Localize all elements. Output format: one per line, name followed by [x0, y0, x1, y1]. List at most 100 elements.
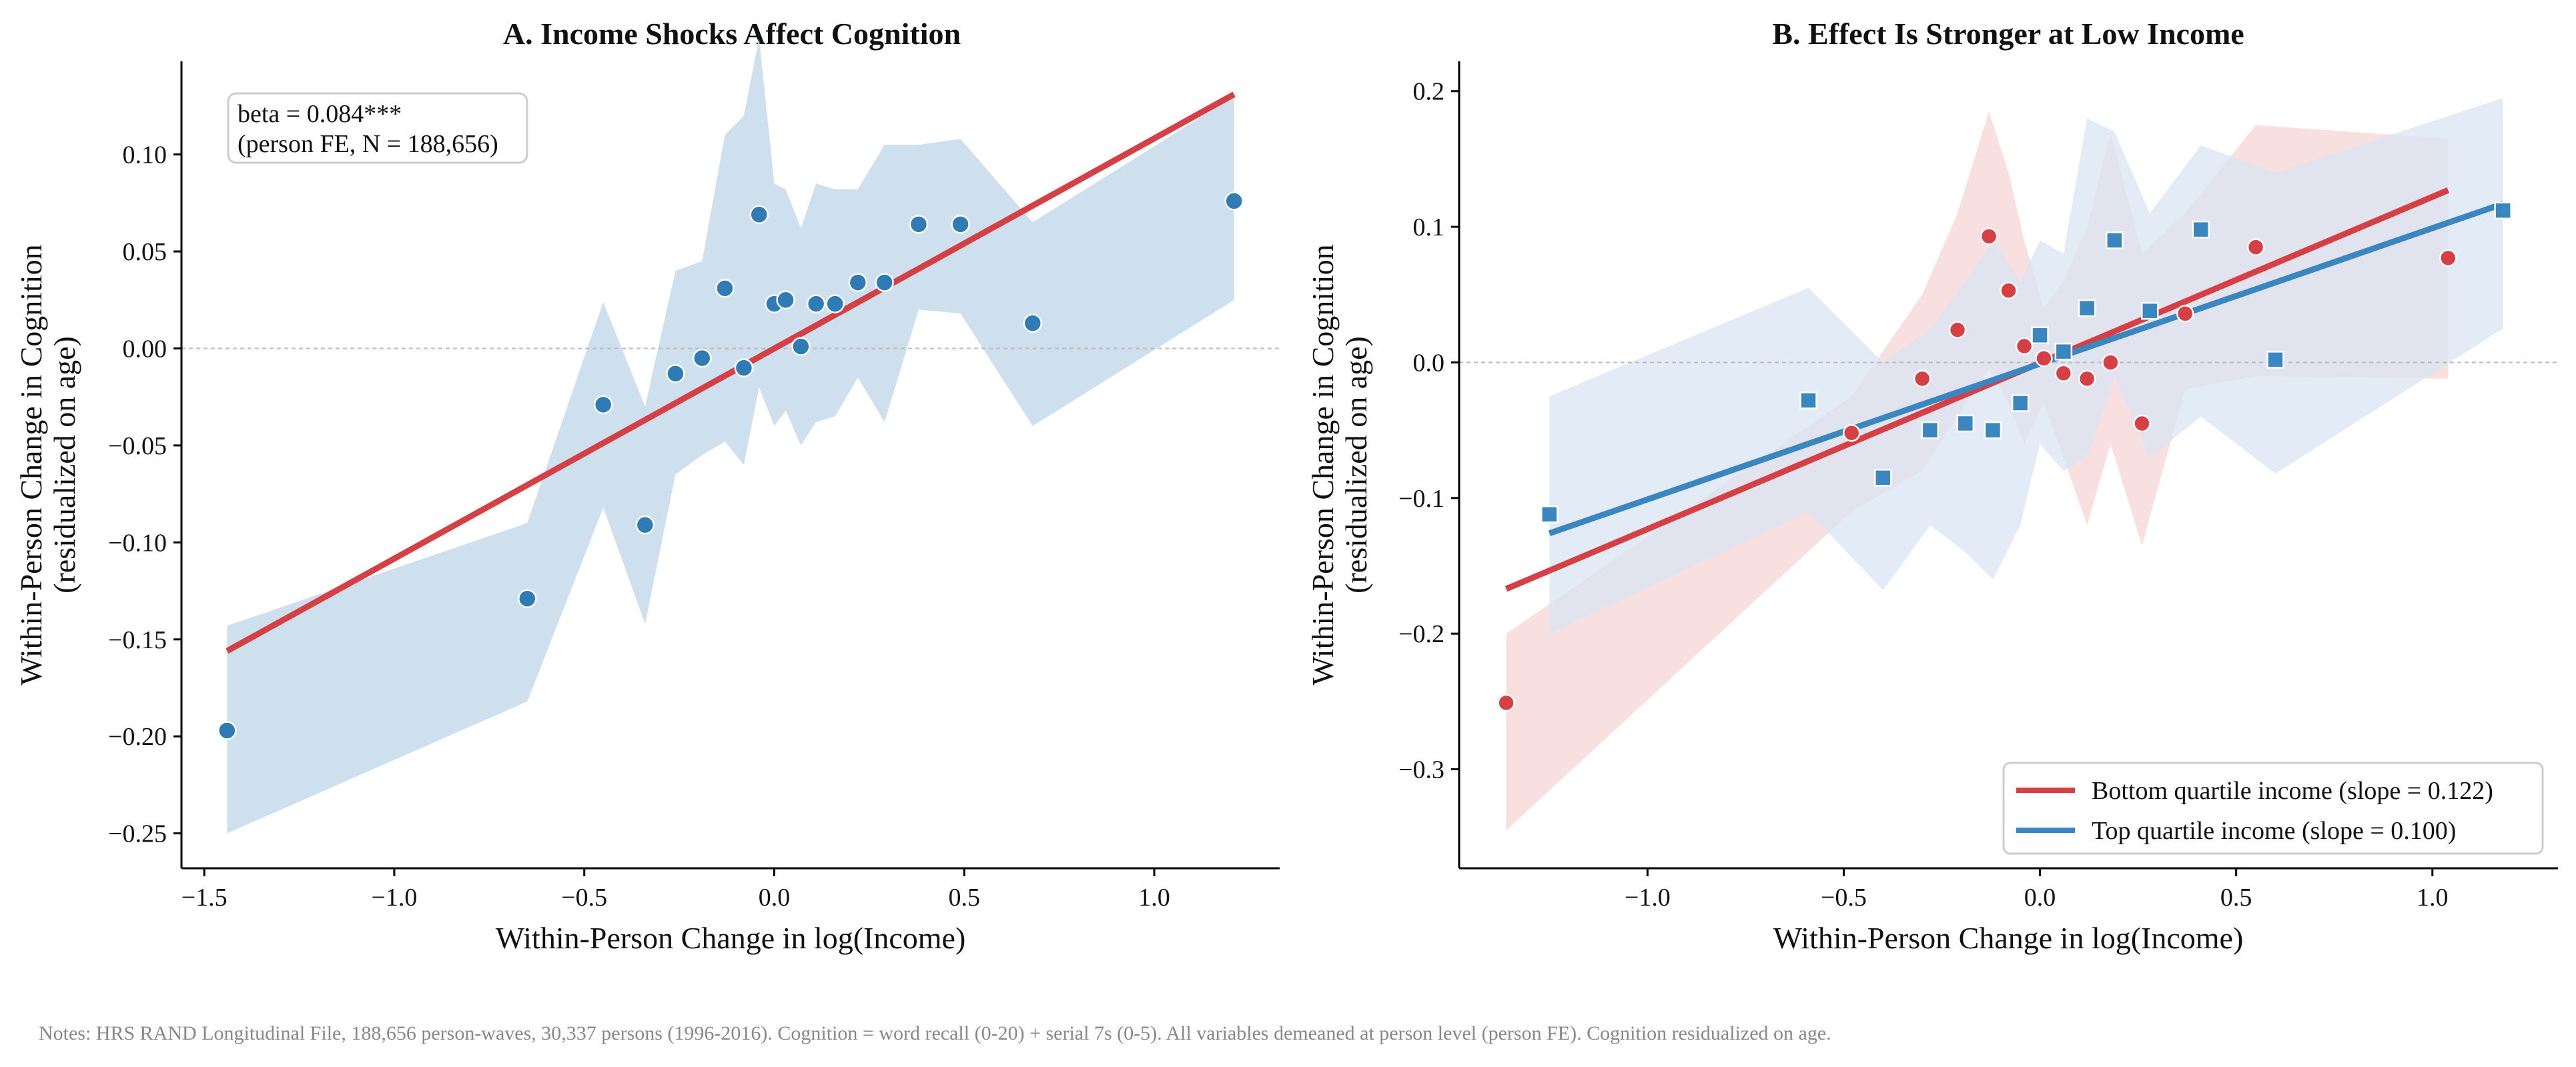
data-point: [2035, 349, 2053, 367]
data-point: [2176, 305, 2194, 323]
panel-a-y-label-line1: Within-Person Change in Cognition: [14, 244, 48, 685]
x-tick-label: 0.5: [2220, 884, 2252, 912]
panel-b-y-label-line1: Within-Person Change in Cognition: [1306, 244, 1340, 685]
y-tick-label: −0.10: [108, 529, 167, 557]
legend-label-top-quartile: Top quartile income (slope = 0.100): [2092, 817, 2456, 845]
data-point: [2141, 301, 2159, 320]
panel-a-fit-lines: [226, 91, 1236, 654]
data-point: [1956, 414, 1975, 433]
y-tick-label: −0.2: [1398, 620, 1444, 648]
data-point: [2246, 238, 2265, 256]
data-point: [909, 215, 929, 234]
y-tick-label: −0.05: [108, 432, 167, 460]
data-point: [2439, 249, 2457, 267]
data-point: [593, 395, 613, 415]
panel-b-y-label: Within-Person Change in Cognition: [1306, 244, 1340, 685]
data-point: [218, 721, 237, 740]
annotation-line-2: (person FE, N = 188,656): [238, 130, 498, 158]
data-point: [2054, 342, 2073, 361]
y-tick-label: 0.2: [1413, 78, 1445, 106]
panel-b-y-label-line2: (residualized on age): [1339, 336, 1373, 594]
data-point: [2494, 201, 2512, 219]
legend-box: [2002, 762, 2544, 855]
x-tick-label: 1.0: [1138, 884, 1170, 912]
fit-line-1: [1505, 187, 2450, 592]
y-tick-label: 0.10: [123, 141, 167, 169]
x-tick-label: −1.0: [371, 884, 417, 912]
panel-b-y-ticks: −0.3 −0.2 −0.1 0.0 0.1 0.2: [1398, 78, 1459, 784]
data-point: [2078, 299, 2096, 317]
annotation-line-1: beta = 0.084***: [238, 100, 402, 128]
panel-a-annotation: beta = 0.084*** (person FE, N = 188,656): [227, 92, 528, 164]
data-point: [2078, 369, 2096, 388]
panel-a-y-label: Within-Person Change in Cognition: [14, 244, 48, 685]
data-point: [2192, 220, 2210, 239]
panel-a-points: [218, 191, 1244, 740]
y-tick-label: −0.3: [1398, 756, 1444, 784]
data-point: [1921, 421, 1940, 439]
panel-b-points: [1497, 201, 2512, 712]
data-point: [951, 215, 970, 234]
panel-a: A. Income Shocks Affect Cognition −0.25−…: [14, 17, 1280, 955]
data-point: [825, 294, 845, 313]
fit-line-2: [1548, 201, 2505, 536]
x-tick-label: 0.0: [2024, 884, 2056, 912]
y-tick-label: −0.25: [108, 820, 167, 848]
panel-a-x-label: Within-Person Change in log(Income): [496, 921, 966, 955]
panel-b-y-label-2: (residualized on age): [1339, 336, 1373, 594]
panel-a-y-ticks: −0.25 −0.20 −0.15 −0.10 −0.05 0.00 0.05 0.10: [108, 141, 181, 848]
legend-label-bottom-quartile: Bottom quartile income (slope = 0.122): [2092, 777, 2493, 805]
fit-line-1: [226, 91, 1236, 654]
data-point: [518, 589, 537, 608]
x-tick-label: 1.0: [2417, 884, 2449, 912]
panel-b-bands: [1506, 97, 2503, 831]
x-tick-label: −0.5: [1821, 884, 1867, 912]
y-tick-label: −0.1: [1398, 485, 1444, 513]
data-point: [715, 279, 735, 298]
data-point: [2133, 414, 2151, 433]
data-point: [1541, 505, 1559, 523]
data-point: [2102, 353, 2120, 371]
data-point: [1874, 469, 1892, 487]
x-tick-label: −1.0: [1625, 884, 1671, 912]
panel-a-y-label-line2: (residualized on age): [47, 336, 81, 594]
y-tick-label: 0.0: [1413, 349, 1445, 377]
data-point: [734, 358, 754, 377]
annotation-box: [227, 92, 528, 164]
data-point: [806, 294, 826, 313]
data-point: [749, 205, 769, 225]
data-point: [848, 273, 868, 292]
data-point: [635, 515, 655, 535]
data-point: [1023, 313, 1043, 333]
data-point: [2106, 231, 2124, 249]
panel-b: B. Effect Is Stronger at Low Income −0.3…: [1306, 17, 2558, 955]
figure-notes: Notes: HRS RAND Longitudinal File, 188,6…: [39, 1022, 1831, 1044]
data-point: [666, 364, 685, 383]
panel-a-y-label-2: (residualized on age): [47, 336, 81, 594]
x-tick-label: 0.5: [949, 884, 981, 912]
data-point: [1799, 391, 1817, 409]
data-point: [2015, 337, 2034, 355]
data-point: [1980, 227, 1998, 245]
x-tick-label: −0.5: [561, 884, 607, 912]
y-tick-label: −0.15: [108, 626, 167, 654]
panel-b-fit-lines: [1505, 187, 2505, 592]
y-tick-label: 0.1: [1413, 213, 1445, 241]
data-point: [776, 290, 795, 310]
data-point: [1948, 321, 1967, 339]
data-point: [791, 337, 811, 356]
y-tick-label: 0.00: [123, 335, 167, 363]
data-point: [1842, 423, 1861, 442]
data-point: [1984, 421, 2002, 439]
data-point: [2054, 364, 2073, 382]
data-point: [875, 273, 894, 292]
x-tick-label: 0.0: [759, 884, 791, 912]
y-tick-label: −0.20: [108, 723, 167, 751]
panel-a-title: A. Income Shocks Affect Cognition: [503, 17, 961, 51]
x-tick-label: −1.5: [181, 884, 228, 912]
data-point: [2000, 281, 2018, 299]
y-tick-label: 0.05: [123, 238, 167, 266]
data-point: [2031, 326, 2049, 345]
panel-a-x-ticks: −1.5 −1.0 −0.5 0.0 0.5 1.0: [181, 868, 1170, 912]
